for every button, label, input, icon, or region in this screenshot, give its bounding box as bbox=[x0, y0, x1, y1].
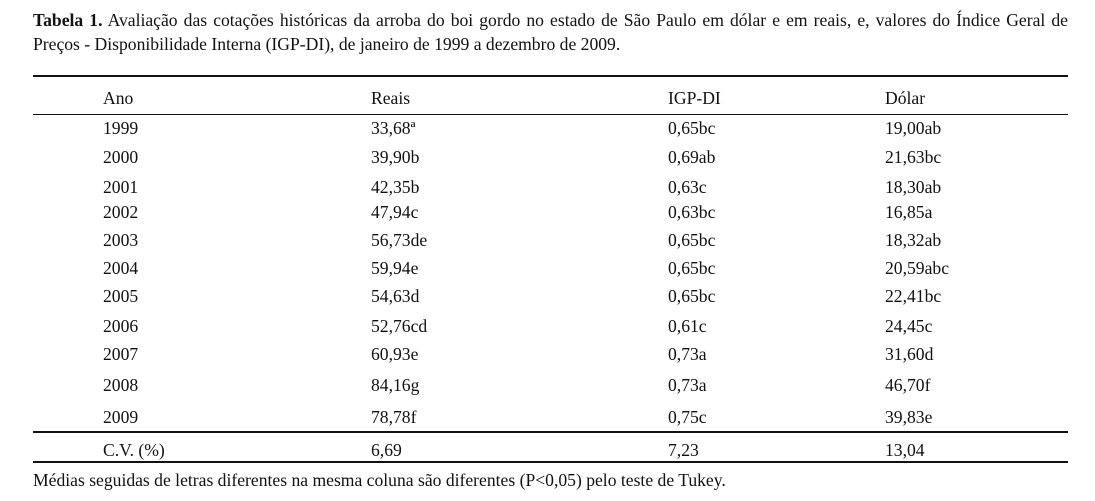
table-cell: 2003 bbox=[103, 230, 139, 250]
table-cell: 0,65bc bbox=[668, 258, 716, 278]
caption: Tabela 1. Avaliação das cotações históri… bbox=[33, 8, 1068, 56]
table-cell: 0,65bc bbox=[668, 286, 716, 306]
bottom-rule bbox=[33, 461, 1068, 463]
table-cell: 16,85a bbox=[885, 202, 933, 222]
table-cell: 21,63bc bbox=[885, 147, 942, 167]
table-cell: 0,61c bbox=[668, 316, 707, 336]
table-cell: 19,00ab bbox=[885, 118, 942, 138]
header-cell: Dólar bbox=[885, 88, 926, 108]
table-cell: 33,68ª bbox=[371, 118, 416, 138]
table-cell: 18,30ab bbox=[885, 177, 942, 197]
table-cell: 2009 bbox=[103, 407, 139, 427]
cv-cell: 13,04 bbox=[885, 440, 925, 460]
table-cell: 46,70f bbox=[885, 375, 931, 395]
cv-cell: C.V. (%) bbox=[103, 440, 165, 460]
table-cell: 0,63c bbox=[668, 177, 707, 197]
table-cell: 20,59abc bbox=[885, 258, 950, 278]
table-cell: 39,83e bbox=[885, 407, 933, 427]
body-rule bbox=[33, 431, 1068, 433]
table-cell: 84,16g bbox=[371, 375, 420, 395]
header-cell: Ano bbox=[103, 88, 134, 108]
table-cell: 2004 bbox=[103, 258, 139, 278]
table-cell: 54,63d bbox=[371, 286, 420, 306]
table-cell: 60,93e bbox=[371, 344, 419, 364]
table-cell: 2001 bbox=[103, 177, 139, 197]
table-cell: 1999 bbox=[103, 118, 139, 138]
table-cell: 0,65bc bbox=[668, 118, 716, 138]
header-cell: IGP-DI bbox=[668, 88, 721, 108]
cv-cell: 7,23 bbox=[668, 440, 699, 460]
table-cell: 59,94e bbox=[371, 258, 419, 278]
table-cell: 0,73a bbox=[668, 375, 707, 395]
table-cell: 0,69ab bbox=[668, 147, 716, 167]
table-cell: 0,63bc bbox=[668, 202, 716, 222]
table-cell: 18,32ab bbox=[885, 230, 942, 250]
table-cell: 78,78f bbox=[371, 407, 417, 427]
table-cell: 2007 bbox=[103, 344, 139, 364]
top-rule bbox=[33, 75, 1068, 77]
table-cell: 2005 bbox=[103, 286, 139, 306]
table-cell: 2002 bbox=[103, 202, 139, 222]
table-cell: 0,73a bbox=[668, 344, 707, 364]
table-cell: 47,94c bbox=[371, 202, 419, 222]
cv-cell: 6,69 bbox=[371, 440, 402, 460]
table-cell: 56,73de bbox=[371, 230, 428, 250]
table-cell: 2006 bbox=[103, 316, 139, 336]
table-cell: 31,60d bbox=[885, 344, 934, 364]
table-cell: 42,35b bbox=[371, 177, 420, 197]
table-cell: 0,65bc bbox=[668, 230, 716, 250]
header-rule bbox=[33, 114, 1068, 115]
table-cell: 2008 bbox=[103, 375, 139, 395]
caption-label: Tabela 1. bbox=[33, 10, 103, 30]
footnote: Médias seguidas de letras diferentes na … bbox=[33, 470, 726, 490]
caption-text: Avaliação das cotações históricas da arr… bbox=[33, 10, 1068, 54]
table-cell: 2000 bbox=[103, 147, 139, 167]
table-cell: 0,75c bbox=[668, 407, 707, 427]
table-cell: 39,90b bbox=[371, 147, 420, 167]
table-cell: 52,76cd bbox=[371, 316, 428, 336]
header-cell: Reais bbox=[371, 88, 411, 108]
table-cell: 24,45c bbox=[885, 316, 933, 336]
table-cell: 22,41bc bbox=[885, 286, 942, 306]
